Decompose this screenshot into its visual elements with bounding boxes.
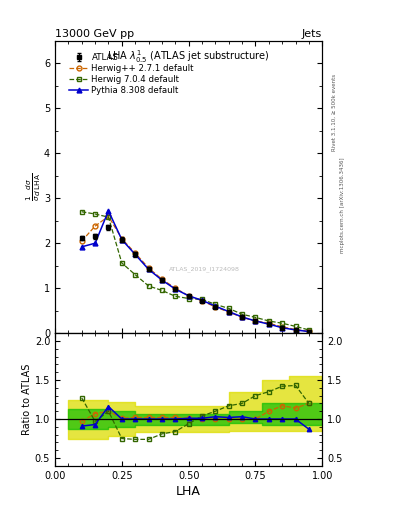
Text: Jets: Jets <box>302 29 322 39</box>
Legend: ATLAS, Herwig++ 2.7.1 default, Herwig 7.0.4 default, Pythia 8.308 default: ATLAS, Herwig++ 2.7.1 default, Herwig 7.… <box>67 51 196 97</box>
X-axis label: LHA: LHA <box>176 485 201 498</box>
Text: mcplots.cern.ch [arXiv:1306.3436]: mcplots.cern.ch [arXiv:1306.3436] <box>340 157 345 252</box>
Text: LHA $\lambda^{1}_{0.5}$ (ATLAS jet substructure): LHA $\lambda^{1}_{0.5}$ (ATLAS jet subst… <box>107 48 270 65</box>
Y-axis label: $\frac{1}{\sigma}\frac{d\sigma}{d\,\mathrm{LHA}}$: $\frac{1}{\sigma}\frac{d\sigma}{d\,\math… <box>24 173 42 201</box>
Text: Rivet 3.1.10, ≥ 500k events: Rivet 3.1.10, ≥ 500k events <box>332 74 337 151</box>
Text: ATLAS_2019_I1724098: ATLAS_2019_I1724098 <box>169 266 240 272</box>
Text: 13000 GeV pp: 13000 GeV pp <box>55 29 134 39</box>
Y-axis label: Ratio to ATLAS: Ratio to ATLAS <box>22 364 32 435</box>
